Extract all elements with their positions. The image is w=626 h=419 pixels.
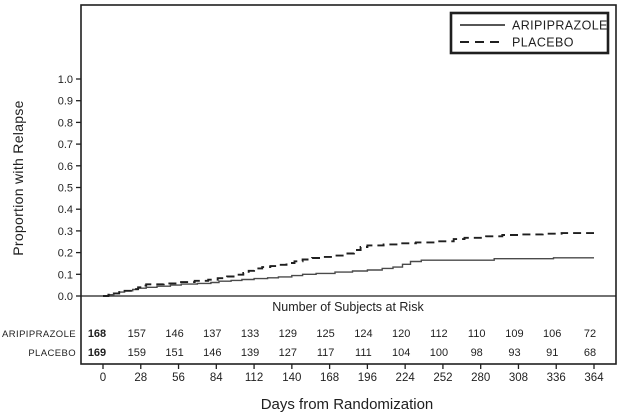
risk-value: 146 xyxy=(203,347,221,359)
x-tick-label: 224 xyxy=(396,372,416,384)
y-tick-label: 0.0 xyxy=(58,291,73,303)
y-tick-label: 0.7 xyxy=(58,139,73,151)
x-tick-label: 84 xyxy=(210,372,223,384)
risk-value: 120 xyxy=(392,328,410,340)
risk-value: 168 xyxy=(88,328,106,340)
risk-value: 133 xyxy=(241,328,259,340)
risk-value: 93 xyxy=(508,347,520,359)
risk-value: 68 xyxy=(584,347,596,359)
risk-value: 109 xyxy=(505,328,523,340)
risk-value: 112 xyxy=(430,328,448,340)
x-tick-label: 308 xyxy=(509,372,528,384)
x-tick-label: 364 xyxy=(584,372,604,384)
risk-value: 117 xyxy=(317,347,335,359)
risk-value: 151 xyxy=(165,347,183,359)
risk-table-title: Number of Subjects at Risk xyxy=(272,300,424,314)
risk-table: ARIPIPRAZOLE 168 157 146 137 133 129 125 124 120 1… xyxy=(2,328,596,359)
y-axis: 0.0 0.1 0.2 0.3 0.4 0.5 0.6 0.7 0.8 0.9 1.0 xyxy=(58,74,81,303)
y-tick-label: 0.1 xyxy=(58,269,73,281)
risk-value: 125 xyxy=(316,328,334,340)
y-tick-label: 1.0 xyxy=(58,74,73,86)
risk-value: 169 xyxy=(88,347,106,359)
risk-value: 106 xyxy=(543,328,561,340)
x-tick-label: 336 xyxy=(547,372,566,384)
risk-value: 159 xyxy=(128,347,146,359)
series-line-aripiprazole xyxy=(103,257,594,297)
x-axis: 0 28 56 84 112 140 168 196 224 252 280 308 336 364 xyxy=(100,364,604,384)
y-tick-label: 0.4 xyxy=(58,204,73,216)
y-tick-label: 0.5 xyxy=(58,183,73,195)
risk-value: 72 xyxy=(584,328,596,340)
risk-value: 110 xyxy=(468,328,486,340)
y-tick-label: 0.2 xyxy=(58,248,73,260)
risk-value: 146 xyxy=(165,328,183,340)
plot-frame xyxy=(80,4,617,365)
x-tick-label: 168 xyxy=(320,372,339,384)
risk-value: 157 xyxy=(128,328,146,340)
risk-row-label-aripiprazole: ARIPIPRAZOLE xyxy=(2,329,76,340)
y-tick-label: 0.9 xyxy=(58,96,73,108)
y-axis-title: Proportion with Relapse xyxy=(10,100,26,256)
x-tick-label: 140 xyxy=(282,372,301,384)
risk-value: 111 xyxy=(355,347,372,359)
x-tick-label: 280 xyxy=(471,372,490,384)
x-tick-label: 196 xyxy=(358,372,377,384)
risk-value: 137 xyxy=(203,328,221,340)
plot-border xyxy=(80,4,617,365)
legend-border xyxy=(449,11,610,55)
legend-label-placebo: PLACEBO xyxy=(512,36,574,50)
risk-value: 139 xyxy=(241,347,259,359)
risk-value: 124 xyxy=(354,328,372,340)
x-axis-title: Days from Randomization xyxy=(261,396,434,413)
risk-row-label-placebo: PLACEBO xyxy=(28,348,76,359)
series-lines xyxy=(103,232,594,297)
risk-value: 104 xyxy=(392,347,410,359)
legend-label-aripiprazole: ARIPIPRAZOLE xyxy=(512,19,608,33)
y-tick-label: 0.3 xyxy=(58,226,73,238)
y-tick-label: 0.8 xyxy=(58,117,73,129)
x-tick-label: 112 xyxy=(245,372,263,384)
series-line-placebo xyxy=(103,232,594,297)
x-tick-label: 56 xyxy=(172,372,185,384)
risk-value: 91 xyxy=(546,347,558,359)
risk-value: 127 xyxy=(279,347,297,359)
legend-box: ARIPIPRAZOLE PLACEBO xyxy=(449,11,610,55)
x-tick-label: 252 xyxy=(433,372,452,384)
risk-value: 100 xyxy=(430,347,448,359)
risk-value: 98 xyxy=(471,347,483,359)
y-tick-label: 0.6 xyxy=(58,161,73,173)
risk-value: 129 xyxy=(279,328,297,340)
x-tick-label: 0 xyxy=(100,372,106,384)
x-tick-label: 28 xyxy=(134,372,147,384)
